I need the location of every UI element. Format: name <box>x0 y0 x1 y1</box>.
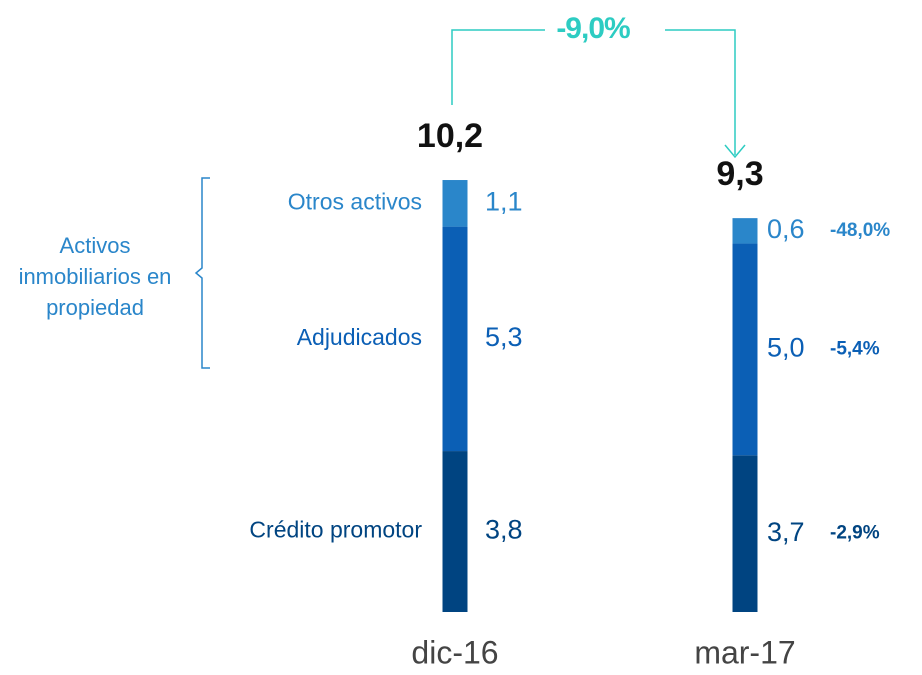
value-label: 1,1 <box>485 186 523 216</box>
value-label: 3,7 <box>767 517 805 547</box>
bracket <box>194 177 210 369</box>
bar-segment <box>732 455 758 612</box>
change-connector <box>451 29 736 155</box>
value-label: 3,8 <box>485 515 523 545</box>
change-label: -48,0% <box>830 220 890 241</box>
x-tick-label: mar-17 <box>694 634 795 670</box>
change-arrow <box>724 144 746 159</box>
series-label: Crédito promotor <box>249 517 422 543</box>
bar-segment <box>442 180 468 227</box>
bar-segment <box>732 218 758 244</box>
bar-segment <box>442 226 468 452</box>
bar-segment <box>732 243 758 456</box>
group-label: Activos inmobiliarios en propiedad <box>18 233 172 320</box>
change-label: -5,4% <box>830 338 880 359</box>
value-label: 0,6 <box>767 214 805 244</box>
total-label: 9,3 <box>716 155 763 193</box>
x-tick-label: dic-16 <box>411 634 498 670</box>
series-label: Otros activos <box>288 188 422 214</box>
change-label: -2,9% <box>830 523 880 544</box>
total-label: 10,2 <box>417 117 483 155</box>
series-label: Adjudicados <box>297 324 422 350</box>
value-label: 5,3 <box>485 322 523 352</box>
value-label: 5,0 <box>767 333 805 363</box>
bar-segment <box>442 451 468 612</box>
total-change-label: -9,0% <box>556 12 630 45</box>
